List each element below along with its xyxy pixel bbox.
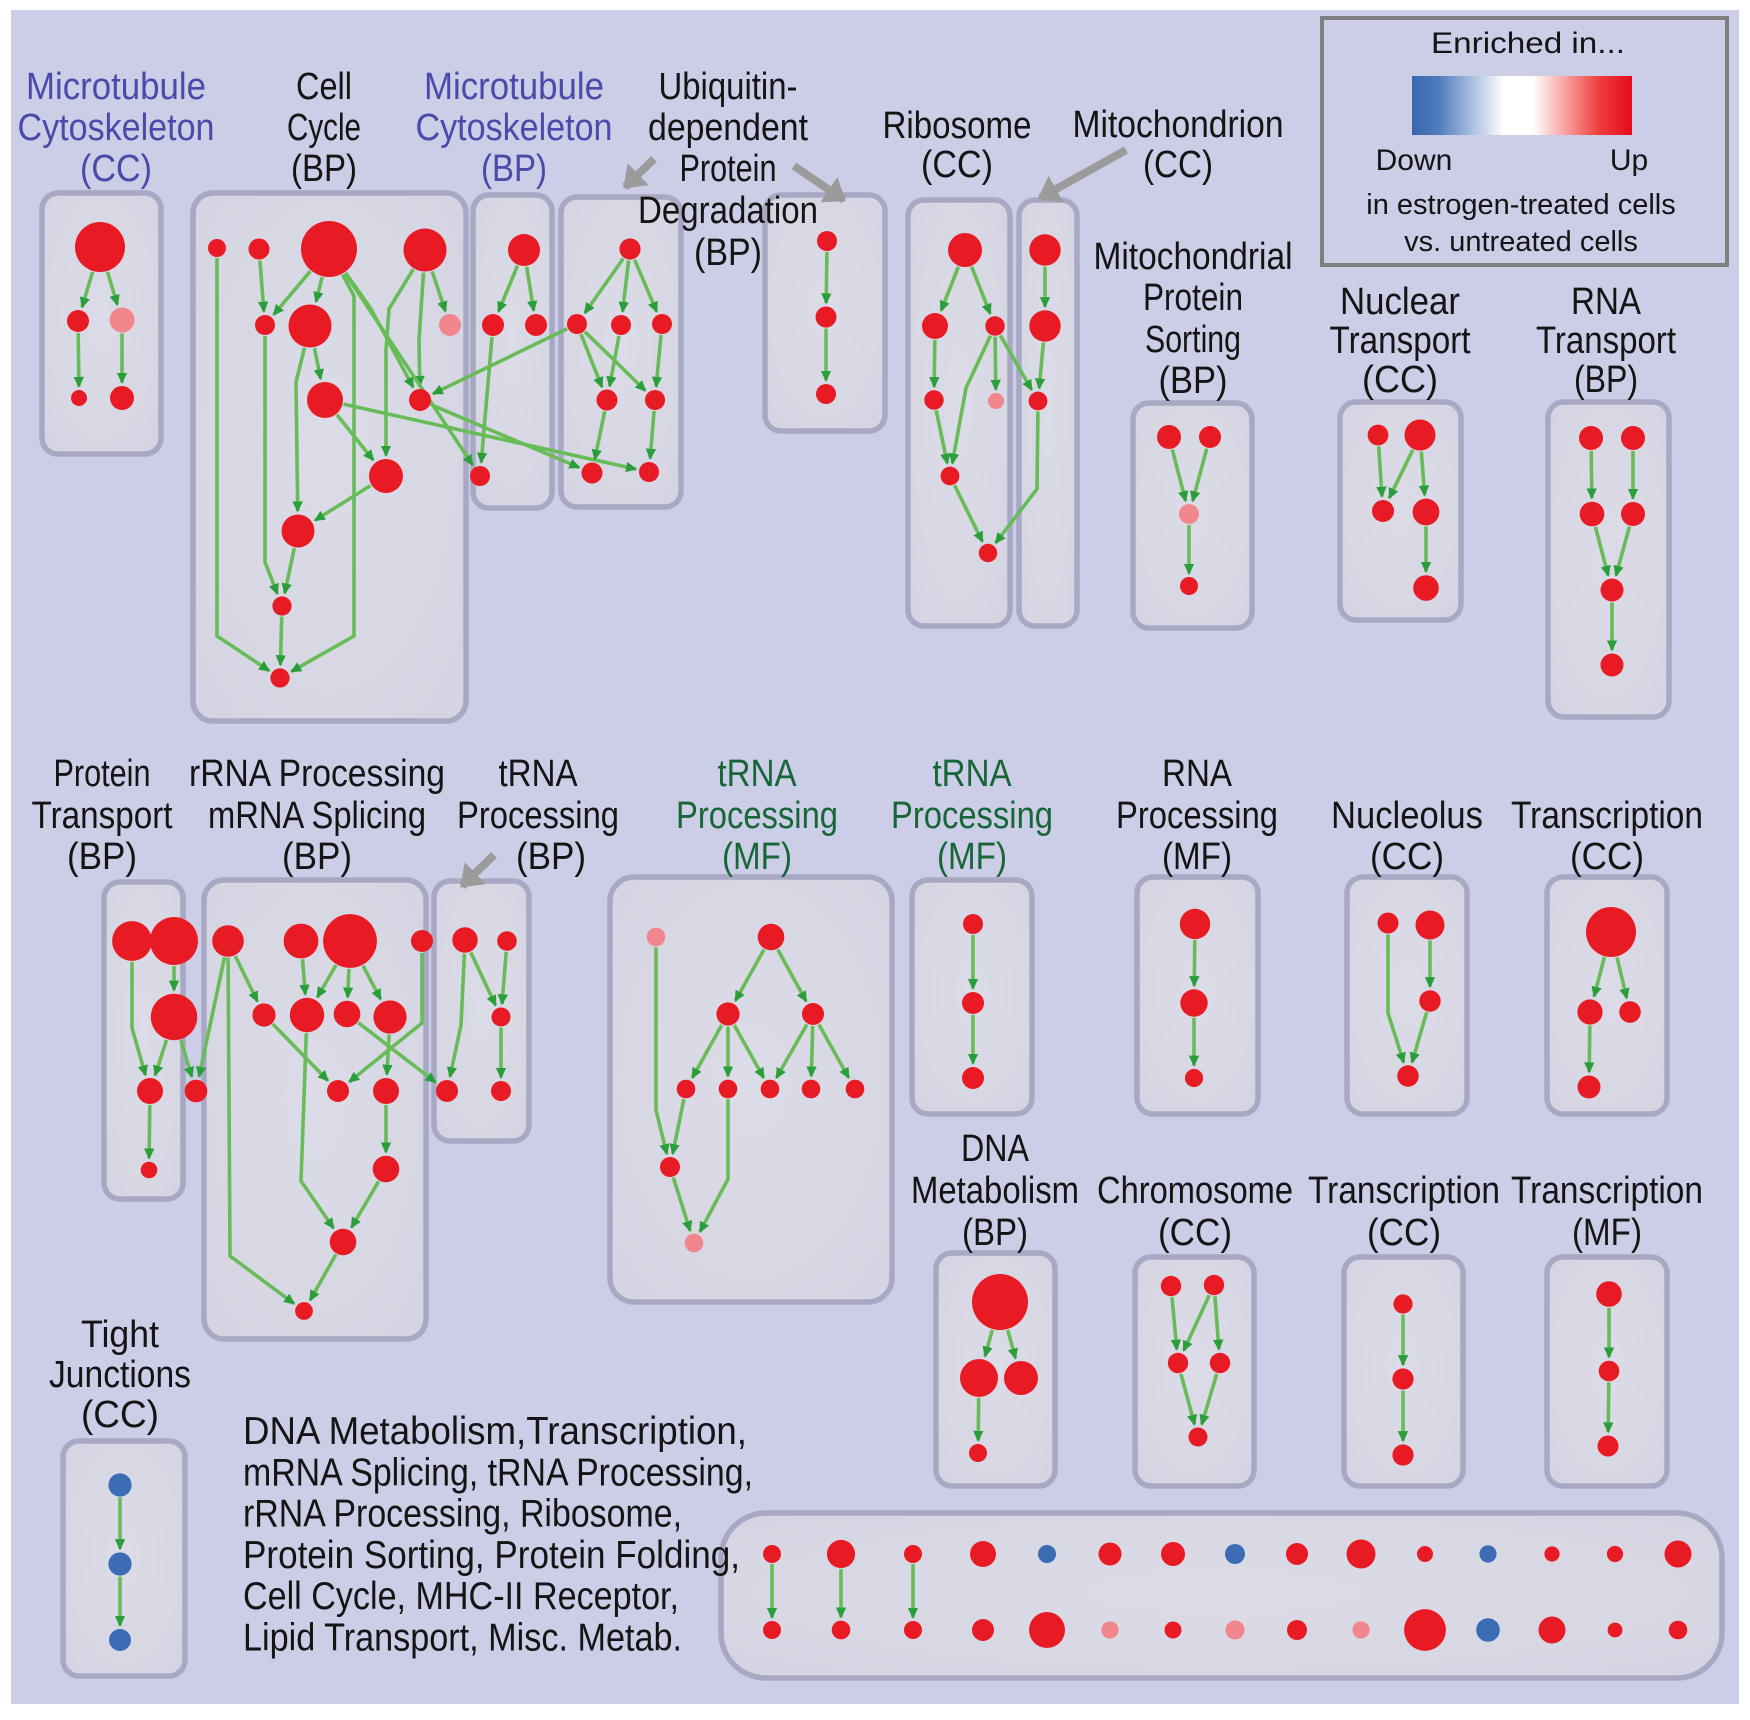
svg-text:Protein: Protein <box>54 753 151 795</box>
svg-text:in estrogen-treated cells: in estrogen-treated cells <box>1366 189 1676 221</box>
svg-text:Enriched in...: Enriched in... <box>1431 27 1625 60</box>
svg-text:Transport: Transport <box>1536 320 1676 362</box>
svg-text:Transcription: Transcription <box>1511 1170 1703 1212</box>
svg-text:Lipid Transport, Misc. Metab.: Lipid Transport, Misc. Metab. <box>243 1617 682 1660</box>
svg-text:Transcription: Transcription <box>1511 795 1703 837</box>
svg-text:Cycle: Cycle <box>287 107 361 149</box>
svg-text:(CC): (CC) <box>80 148 152 190</box>
svg-text:(MF): (MF) <box>937 836 1007 878</box>
svg-text:Degradation: Degradation <box>638 190 818 232</box>
svg-text:(MF): (MF) <box>1162 836 1232 878</box>
svg-text:(CC): (CC) <box>1362 359 1438 401</box>
svg-text:rRNA Processing: rRNA Processing <box>189 753 445 795</box>
svg-text:mRNA Splicing, tRNA Processing: mRNA Splicing, tRNA Processing, <box>243 1451 753 1494</box>
svg-text:(MF): (MF) <box>1572 1212 1642 1254</box>
svg-text:(BP): (BP) <box>1574 359 1638 401</box>
svg-text:Tight: Tight <box>81 1314 159 1356</box>
svg-text:tRNA: tRNA <box>499 753 579 795</box>
svg-text:(CC): (CC) <box>921 144 993 186</box>
svg-text:DNA: DNA <box>961 1128 1030 1170</box>
svg-text:(CC): (CC) <box>1570 836 1644 878</box>
svg-text:Metabolism: Metabolism <box>911 1170 1079 1212</box>
svg-text:tRNA: tRNA <box>933 753 1013 795</box>
svg-text:(BP): (BP) <box>481 148 547 190</box>
svg-text:(CC): (CC) <box>1158 1212 1232 1254</box>
svg-text:Down: Down <box>1376 144 1453 177</box>
svg-text:dependent: dependent <box>648 107 808 149</box>
svg-text:Nuclear: Nuclear <box>1340 281 1460 323</box>
svg-text:(BP): (BP) <box>282 836 352 878</box>
svg-text:DNA Metabolism,Transcription,: DNA Metabolism,Transcription, <box>243 1410 747 1453</box>
svg-text:(BP): (BP) <box>291 148 357 190</box>
svg-text:Transcription: Transcription <box>1308 1170 1500 1212</box>
svg-text:(BP): (BP) <box>694 232 762 274</box>
svg-text:Mitochondrial: Mitochondrial <box>1094 236 1293 278</box>
svg-text:Microtubule: Microtubule <box>424 66 604 108</box>
svg-text:Protein: Protein <box>680 148 777 190</box>
svg-text:Transport: Transport <box>32 795 173 837</box>
svg-text:Cell Cycle, MHC-II Receptor,: Cell Cycle, MHC-II Receptor, <box>243 1575 679 1618</box>
svg-text:Processing: Processing <box>676 795 838 837</box>
svg-text:Chromosome: Chromosome <box>1097 1170 1293 1212</box>
svg-text:(MF): (MF) <box>722 836 792 878</box>
svg-text:Cell: Cell <box>296 66 352 108</box>
svg-text:Processing: Processing <box>891 795 1053 837</box>
svg-text:Cytoskeleton: Cytoskeleton <box>416 107 613 149</box>
svg-text:(CC): (CC) <box>81 1394 159 1436</box>
svg-text:Microtubule: Microtubule <box>26 66 206 108</box>
svg-text:(CC): (CC) <box>1367 1212 1441 1254</box>
svg-text:Processing: Processing <box>1116 795 1278 837</box>
svg-text:rRNA Processing, Ribosome,: rRNA Processing, Ribosome, <box>243 1493 682 1536</box>
svg-text:RNA: RNA <box>1571 281 1642 323</box>
svg-text:Up: Up <box>1610 144 1648 177</box>
svg-text:Junctions: Junctions <box>49 1354 191 1396</box>
svg-text:Cytoskeleton: Cytoskeleton <box>18 107 215 149</box>
svg-text:Ribosome: Ribosome <box>883 105 1032 147</box>
svg-text:tRNA: tRNA <box>718 753 798 795</box>
svg-text:(CC): (CC) <box>1143 144 1213 186</box>
svg-text:Protein: Protein <box>1143 277 1243 319</box>
svg-text:Nucleolus: Nucleolus <box>1331 795 1483 837</box>
svg-text:(BP): (BP) <box>516 836 586 878</box>
svg-text:Sorting: Sorting <box>1145 319 1241 361</box>
svg-text:Mitochondrion: Mitochondrion <box>1073 104 1284 146</box>
svg-text:Transport: Transport <box>1330 320 1471 362</box>
svg-text:RNA: RNA <box>1162 753 1233 795</box>
svg-text:(BP): (BP) <box>962 1212 1028 1254</box>
svg-text:(BP): (BP) <box>67 836 137 878</box>
svg-text:Protein Sorting, Protein Foldi: Protein Sorting, Protein Folding, <box>243 1534 740 1577</box>
svg-text:Ubiquitin-: Ubiquitin- <box>659 66 798 108</box>
svg-text:(BP): (BP) <box>1159 360 1228 402</box>
svg-text:Processing: Processing <box>457 795 619 837</box>
svg-text:vs. untreated cells: vs. untreated cells <box>1404 226 1638 258</box>
svg-text:mRNA Splicing: mRNA Splicing <box>208 795 426 837</box>
svg-text:(CC): (CC) <box>1370 836 1444 878</box>
